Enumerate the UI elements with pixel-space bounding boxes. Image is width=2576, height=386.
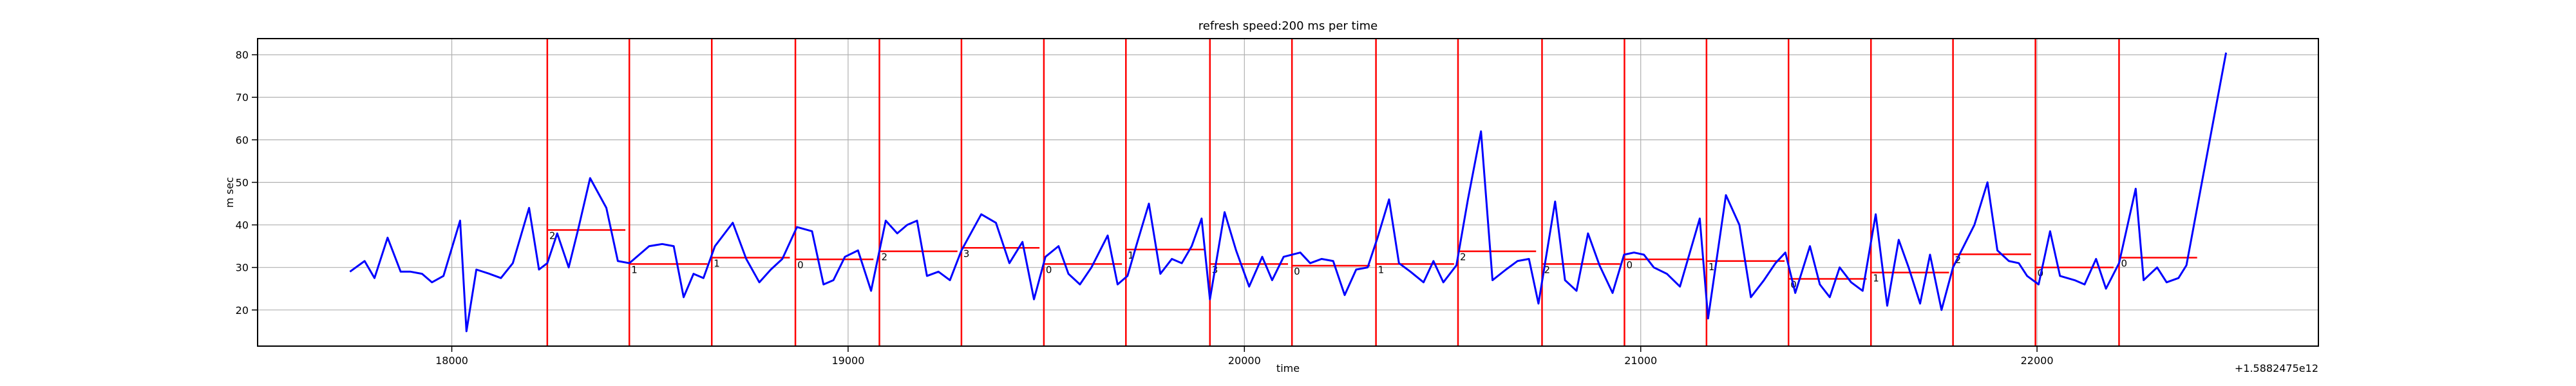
segment-label: 1 <box>1873 273 1879 284</box>
segment-label: 2 <box>1544 264 1550 275</box>
segment-label: 2 <box>1955 254 1962 266</box>
segment-label: 2 <box>1460 252 1466 263</box>
y-tick-label: 60 <box>236 134 249 146</box>
segment-label: 0 <box>1294 266 1300 277</box>
x-offset-label: +1.5882475e12 <box>2235 362 2318 374</box>
x-axis-label: time <box>1276 362 1300 374</box>
segment-label: 2 <box>549 230 556 242</box>
y-tick-label: 30 <box>236 262 249 274</box>
data-line <box>349 52 2228 333</box>
y-tick-label: 20 <box>236 304 249 317</box>
segment-label: 0 <box>1626 259 1633 271</box>
chart-title: refresh speed:200 ms per time <box>1198 19 1378 33</box>
segment-label: 1 <box>1128 250 1134 261</box>
plot-frame <box>257 38 2319 347</box>
segment-label: 3 <box>963 248 970 259</box>
x-tick-label: 22000 <box>2021 354 2054 367</box>
segment-label: 2 <box>882 252 888 263</box>
x-tick-label: 20000 <box>1228 354 1261 367</box>
x-tick-label: 21000 <box>1624 354 1657 367</box>
segment-label: 0 <box>2121 257 2127 269</box>
x-tick-label: 18000 <box>435 354 468 367</box>
y-tick-label: 50 <box>236 176 249 188</box>
y-tick-label: 40 <box>236 219 249 232</box>
segment-label: 0 <box>797 259 804 271</box>
segment-label: 1 <box>631 264 638 275</box>
segment-label: 1 <box>1378 264 1385 275</box>
y-tick-label: 70 <box>236 91 249 104</box>
y-axis-label: m sec <box>223 177 236 208</box>
segment-label: 0 <box>1046 264 1052 275</box>
x-tick-label: 19000 <box>831 354 864 367</box>
segment-label: 1 <box>1709 261 1715 273</box>
y-tick-label: 80 <box>236 49 249 61</box>
segment-label: 1 <box>714 257 720 269</box>
